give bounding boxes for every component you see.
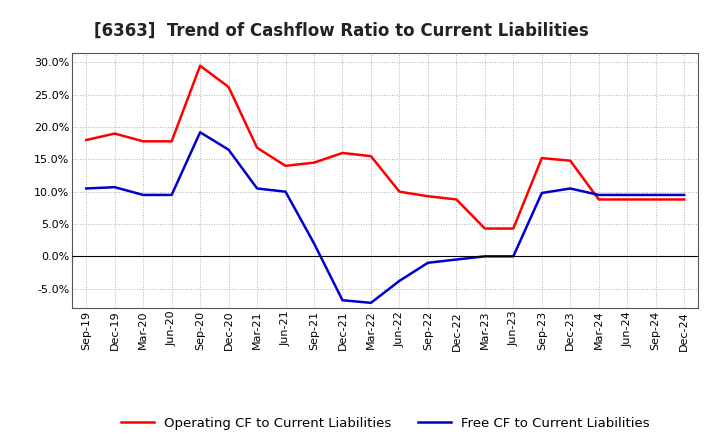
Operating CF to Current Liabilities (310, 160, 318, 165)
Free CF to Current Liabilities (652, 192, 660, 198)
Free CF to Current Liabilities (82, 186, 91, 191)
Free CF to Current Liabilities (139, 192, 148, 198)
Operating CF to Current Liabilities (566, 158, 575, 163)
Operating CF to Current Liabilities (395, 189, 404, 194)
Operating CF to Current Liabilities (225, 84, 233, 90)
Operating CF to Current Liabilities (623, 197, 631, 202)
Legend: Operating CF to Current Liabilities, Free CF to Current Liabilities: Operating CF to Current Liabilities, Fre… (115, 411, 655, 435)
Operating CF to Current Liabilities (253, 145, 261, 150)
Operating CF to Current Liabilities (167, 139, 176, 144)
Line: Free CF to Current Liabilities: Free CF to Current Liabilities (86, 132, 684, 303)
Operating CF to Current Liabilities (509, 226, 518, 231)
Free CF to Current Liabilities (595, 192, 603, 198)
Operating CF to Current Liabilities (595, 197, 603, 202)
Free CF to Current Liabilities (452, 257, 461, 262)
Free CF to Current Liabilities (423, 260, 432, 265)
Operating CF to Current Liabilities (196, 63, 204, 68)
Free CF to Current Liabilities (338, 297, 347, 303)
Free CF to Current Liabilities (395, 278, 404, 283)
Operating CF to Current Liabilities (423, 194, 432, 199)
Free CF to Current Liabilities (509, 254, 518, 259)
Operating CF to Current Liabilities (480, 226, 489, 231)
Free CF to Current Liabilities (310, 241, 318, 246)
Free CF to Current Liabilities (167, 192, 176, 198)
Operating CF to Current Liabilities (680, 197, 688, 202)
Free CF to Current Liabilities (196, 130, 204, 135)
Free CF to Current Liabilities (225, 147, 233, 152)
Operating CF to Current Liabilities (338, 150, 347, 156)
Text: [6363]  Trend of Cashflow Ratio to Current Liabilities: [6363] Trend of Cashflow Ratio to Curren… (94, 22, 588, 40)
Free CF to Current Liabilities (282, 189, 290, 194)
Operating CF to Current Liabilities (282, 163, 290, 169)
Operating CF to Current Liabilities (537, 155, 546, 161)
Free CF to Current Liabilities (566, 186, 575, 191)
Operating CF to Current Liabilities (366, 154, 375, 159)
Free CF to Current Liabilities (480, 254, 489, 259)
Operating CF to Current Liabilities (82, 137, 91, 143)
Free CF to Current Liabilities (537, 191, 546, 196)
Free CF to Current Liabilities (623, 192, 631, 198)
Line: Operating CF to Current Liabilities: Operating CF to Current Liabilities (86, 66, 684, 228)
Operating CF to Current Liabilities (110, 131, 119, 136)
Operating CF to Current Liabilities (452, 197, 461, 202)
Free CF to Current Liabilities (680, 192, 688, 198)
Operating CF to Current Liabilities (139, 139, 148, 144)
Free CF to Current Liabilities (253, 186, 261, 191)
Free CF to Current Liabilities (110, 184, 119, 190)
Free CF to Current Liabilities (366, 300, 375, 305)
Operating CF to Current Liabilities (652, 197, 660, 202)
